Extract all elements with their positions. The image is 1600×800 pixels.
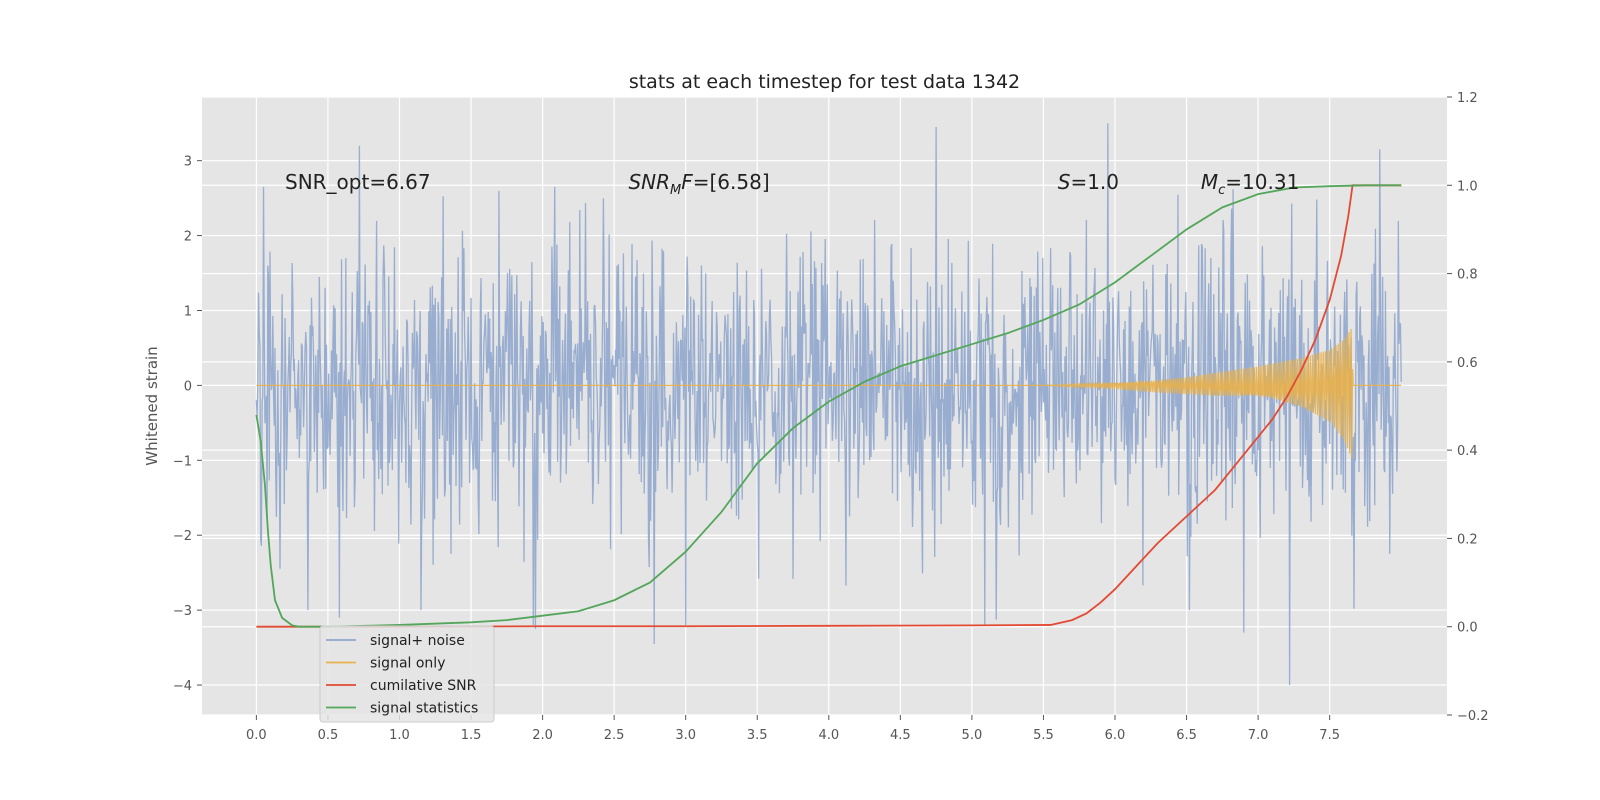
x-tick-label: 4.0	[818, 728, 839, 743]
plot-area	[202, 97, 1447, 715]
y-tick-label: −4	[173, 679, 192, 694]
signal-noise-series	[255, 123, 1402, 686]
x-axis-ticks: 0.0 0.5 1.0 1.5 2.0 2.5 3.0 3.5 4.0 4.5 5.0 5.5 6.0 6…	[246, 715, 1340, 743]
y-axis-ticks: −4 −3 −2 −1 0 1 2 3	[173, 155, 202, 694]
y-axis-label: Whitened strain	[143, 346, 161, 465]
x-tick-label: 2.0	[532, 728, 553, 743]
annotation: S=1.0	[1058, 170, 1119, 194]
series-line-signal-noise	[255, 123, 1402, 686]
x-tick-label: 2.5	[604, 728, 625, 743]
x-tick-label: 0.5	[318, 728, 339, 743]
legend-label: signal statistics	[370, 701, 478, 717]
x-tick-label: 3.0	[675, 728, 696, 743]
right-axis-series	[255, 184, 1402, 628]
legend-box	[319, 625, 495, 723]
x-tick-label: 5.5	[1033, 728, 1054, 743]
y2-tick-label: 0.6	[1457, 356, 1478, 371]
chart-title: stats at each timestep for test data 134…	[629, 71, 1020, 93]
y-tick-label: −3	[173, 604, 192, 619]
legend: signal+ noise signal only cumilative SNR si…	[319, 625, 495, 723]
legend-label: signal+ noise	[370, 633, 465, 649]
y2-tick-label: 0.8	[1457, 268, 1478, 283]
x-tick-label: 1.5	[461, 728, 482, 743]
annotations: SNR_opt=6.67 SNRMF=[6.58] S=1.0 Mc=10.31	[285, 170, 1299, 198]
annotation: SNRMF=[6.58]	[628, 170, 769, 198]
y2-tick-label: 1.0	[1457, 179, 1478, 194]
y-tick-label: −2	[173, 529, 192, 544]
y2-tick-label: 0.2	[1457, 532, 1478, 547]
x-tick-label: 3.5	[747, 728, 768, 743]
signal-only-series	[256, 328, 1402, 459]
y2-tick-label: 1.2	[1457, 91, 1478, 106]
x-tick-label: 4.5	[890, 728, 911, 743]
x-tick-label: 5.0	[962, 728, 983, 743]
y-tick-label: 2	[184, 230, 192, 245]
x-tick-label: 6.5	[1176, 728, 1197, 743]
y-tick-label: 1	[184, 304, 192, 319]
legend-label: cumilative SNR	[370, 678, 477, 694]
x-tick-label: 0.0	[246, 728, 267, 743]
x-tick-label: 7.0	[1248, 728, 1269, 743]
y2-axis-ticks: −0.2 0.0 0.2 0.4 0.6 0.8 1.0 1.2	[1447, 91, 1489, 724]
x-tick-label: 7.5	[1319, 728, 1340, 743]
y-tick-label: 3	[184, 155, 192, 170]
series-line-signal-statistics	[255, 184, 1402, 628]
annotation: Mc=10.31	[1201, 170, 1299, 198]
x-tick-label: 1.0	[389, 728, 410, 743]
y-tick-label: 0	[184, 379, 192, 394]
series-line-cumilative-snr	[256, 184, 1402, 628]
y2-tick-label: −0.2	[1457, 709, 1489, 724]
y2-tick-label: 0.0	[1457, 621, 1478, 636]
annotation: SNR_opt=6.67	[285, 170, 431, 194]
series-line-signal-only	[256, 328, 1402, 459]
y2-tick-label: 0.4	[1457, 444, 1478, 459]
y-tick-label: −1	[173, 454, 192, 469]
x-tick-label: 6.0	[1105, 728, 1126, 743]
legend-label: signal only	[370, 656, 445, 672]
